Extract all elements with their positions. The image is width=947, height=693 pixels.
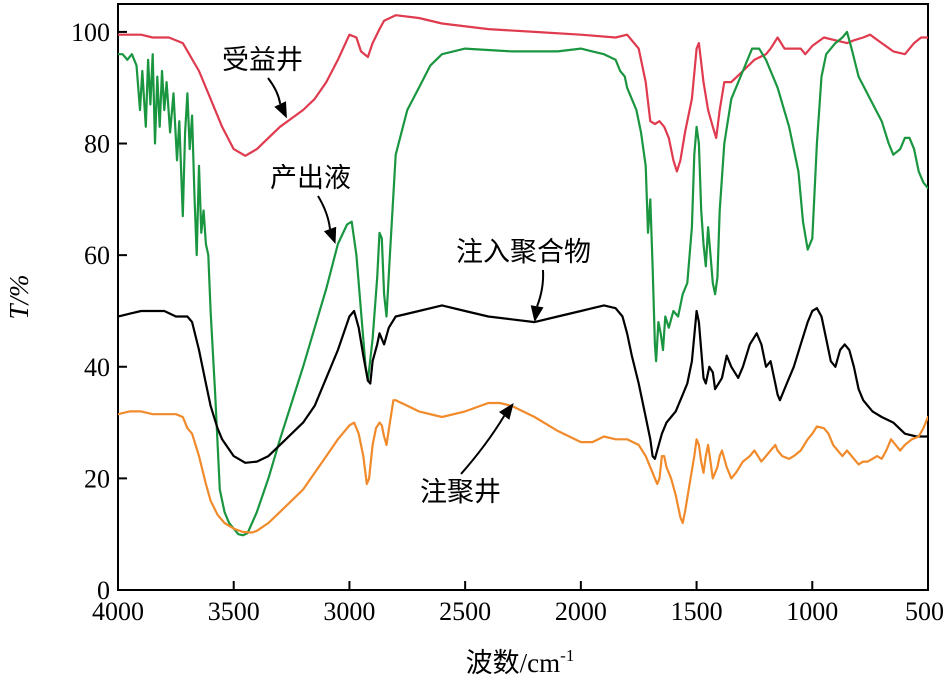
x-tick-label: 3500 [208,597,260,626]
annotation-label-injected-polymer: 注入聚合物 [456,237,591,268]
annotation-arrow-injected-polymer [536,269,545,307]
annotation-arrow-produced-fluid [317,195,331,230]
x-tick-label: 4000 [92,597,144,626]
x-axis-title: 波数/cm-1 [466,646,575,678]
x-tick-label: 3000 [323,597,375,626]
series-line-beneficiary-well [118,14,928,173]
y-tick-label: 0 [97,576,110,605]
y-tick-label: 20 [84,464,110,493]
y-tick-label: 100 [71,18,110,47]
series-line-injected-polymer [118,304,928,464]
x-axis: 4000 3500 3000 2500 2000 1500 1000 500 [92,581,944,626]
series-group [118,14,928,537]
x-axis-title-text: 波数/cm [466,648,561,678]
annotation-arrow-beneficiary-well [267,77,282,105]
annotation-arrowhead-injected-polymer [530,305,544,323]
annotation-label-produced-fluid: 产出液 [270,163,351,194]
annotation-label-injection-well: 注聚井 [420,477,501,508]
x-axis-title-superscript: -1 [560,646,574,665]
x-tick-label: 500 [905,597,944,626]
y-axis: 0 20 40 60 80 100 [71,18,127,605]
annotation-label-beneficiary-well: 受益井 [222,45,303,76]
annotation-arrowhead-produced-fluid [323,226,337,244]
y-tick-label: 80 [84,130,110,159]
y-axis-title: T/% [4,274,34,319]
plot-frame [117,3,929,591]
series-line-produced-fluid [118,30,928,537]
x-tick-label: 2000 [555,597,607,626]
annotation-arrowhead-beneficiary-well [274,101,287,119]
series-line-injection-well [118,399,928,534]
annotation-arrowhead-injection-well [499,403,514,420]
y-tick-label: 40 [84,353,110,382]
x-tick-label: 2500 [439,597,491,626]
x-tick-label: 1000 [786,597,838,626]
x-tick-label: 1500 [671,597,723,626]
y-tick-label: 60 [84,241,110,270]
annotation-arrow-injection-well [460,415,506,475]
